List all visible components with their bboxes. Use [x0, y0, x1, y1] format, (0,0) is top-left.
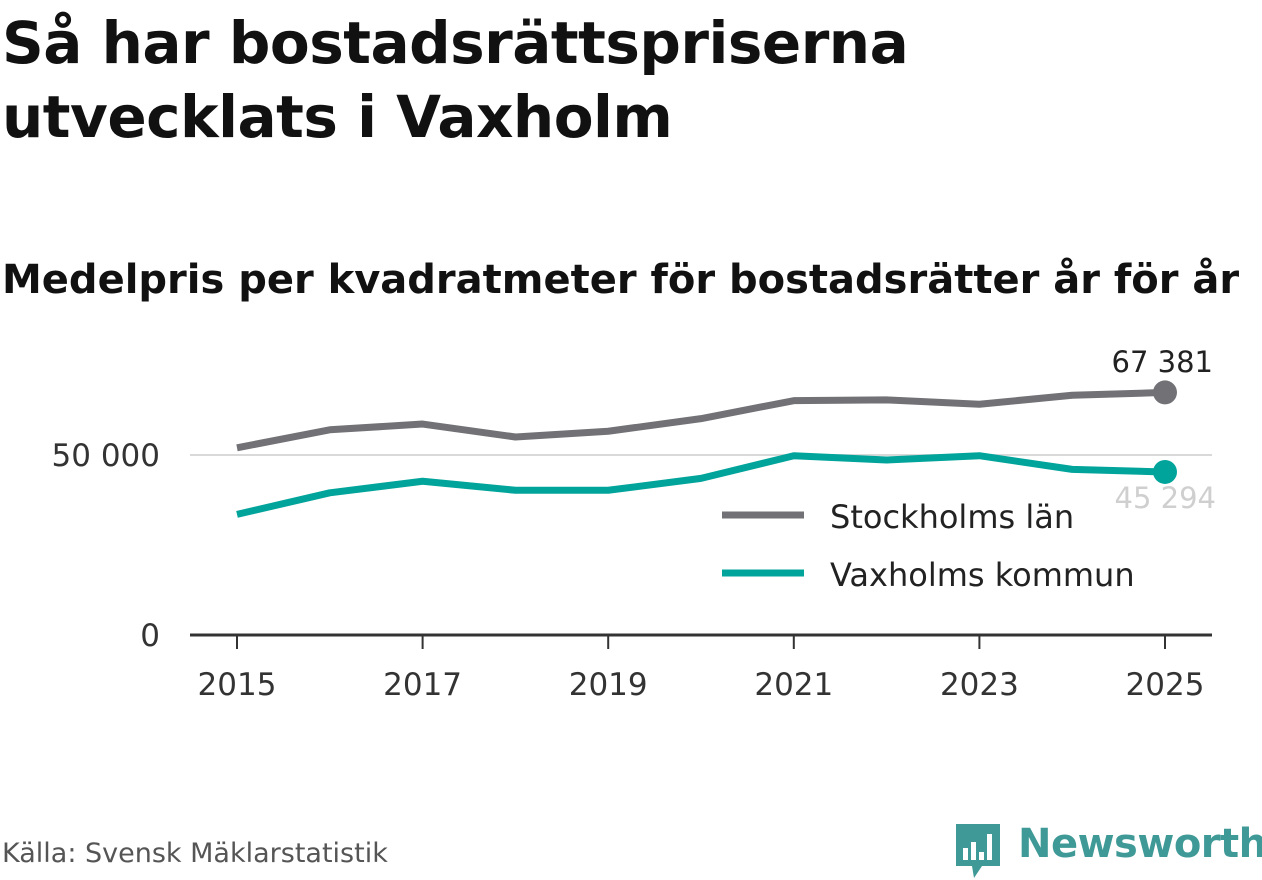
- x-axis-ticks: 2015 2017 2019 2021 2023 2025: [198, 635, 1205, 703]
- end-value-labels: 67 381 45 294: [1112, 345, 1216, 515]
- source-credit: Källa: Svensk Mäklarstatistik: [2, 838, 388, 869]
- y-axis-ticks: 0 50 000: [52, 438, 160, 654]
- x-tick-label-1: 2017: [383, 667, 462, 703]
- newsworthy-logo: Newsworthy: [950, 818, 1262, 878]
- end-label-vaxholm: 45 294: [1115, 481, 1216, 515]
- series-end-point-stockholm: [1153, 380, 1177, 405]
- end-label-stockholm: 67 381: [1112, 345, 1213, 379]
- series-lines: [236, 380, 1177, 518]
- brand-name: Newsworthy: [1018, 821, 1262, 867]
- y-tick-label-0: 0: [140, 618, 160, 654]
- x-tick-label-2: 2019: [569, 667, 648, 703]
- legend-item-stockholm: Stockholms län: [722, 498, 1074, 536]
- chart-subtitle: Medelpris per kvadratmeter för bostadsrä…: [2, 257, 1240, 303]
- legend-item-vaxholm: Vaxholms kommun: [722, 556, 1135, 594]
- legend-label-vaxholm: Vaxholms kommun: [830, 556, 1135, 594]
- legend: Stockholms län Vaxholms kommun: [722, 498, 1135, 594]
- legend-label-stockholm: Stockholms län: [830, 498, 1074, 536]
- newsworthy-logo-icon: [956, 824, 1000, 878]
- x-tick-label-3: 2021: [754, 667, 833, 703]
- x-tick-label-5: 2025: [1126, 667, 1205, 703]
- x-tick-label-0: 2015: [198, 667, 277, 703]
- page-title: Så har bostadsrättspriserna utvecklats i…: [2, 9, 909, 151]
- series-end-point-vaxholm: [1153, 459, 1177, 484]
- series-line-vaxholm: [236, 452, 1166, 518]
- series-line-stockholm: [236, 388, 1166, 452]
- y-tick-label-1: 50 000: [52, 438, 160, 474]
- x-tick-label-4: 2023: [940, 667, 1019, 703]
